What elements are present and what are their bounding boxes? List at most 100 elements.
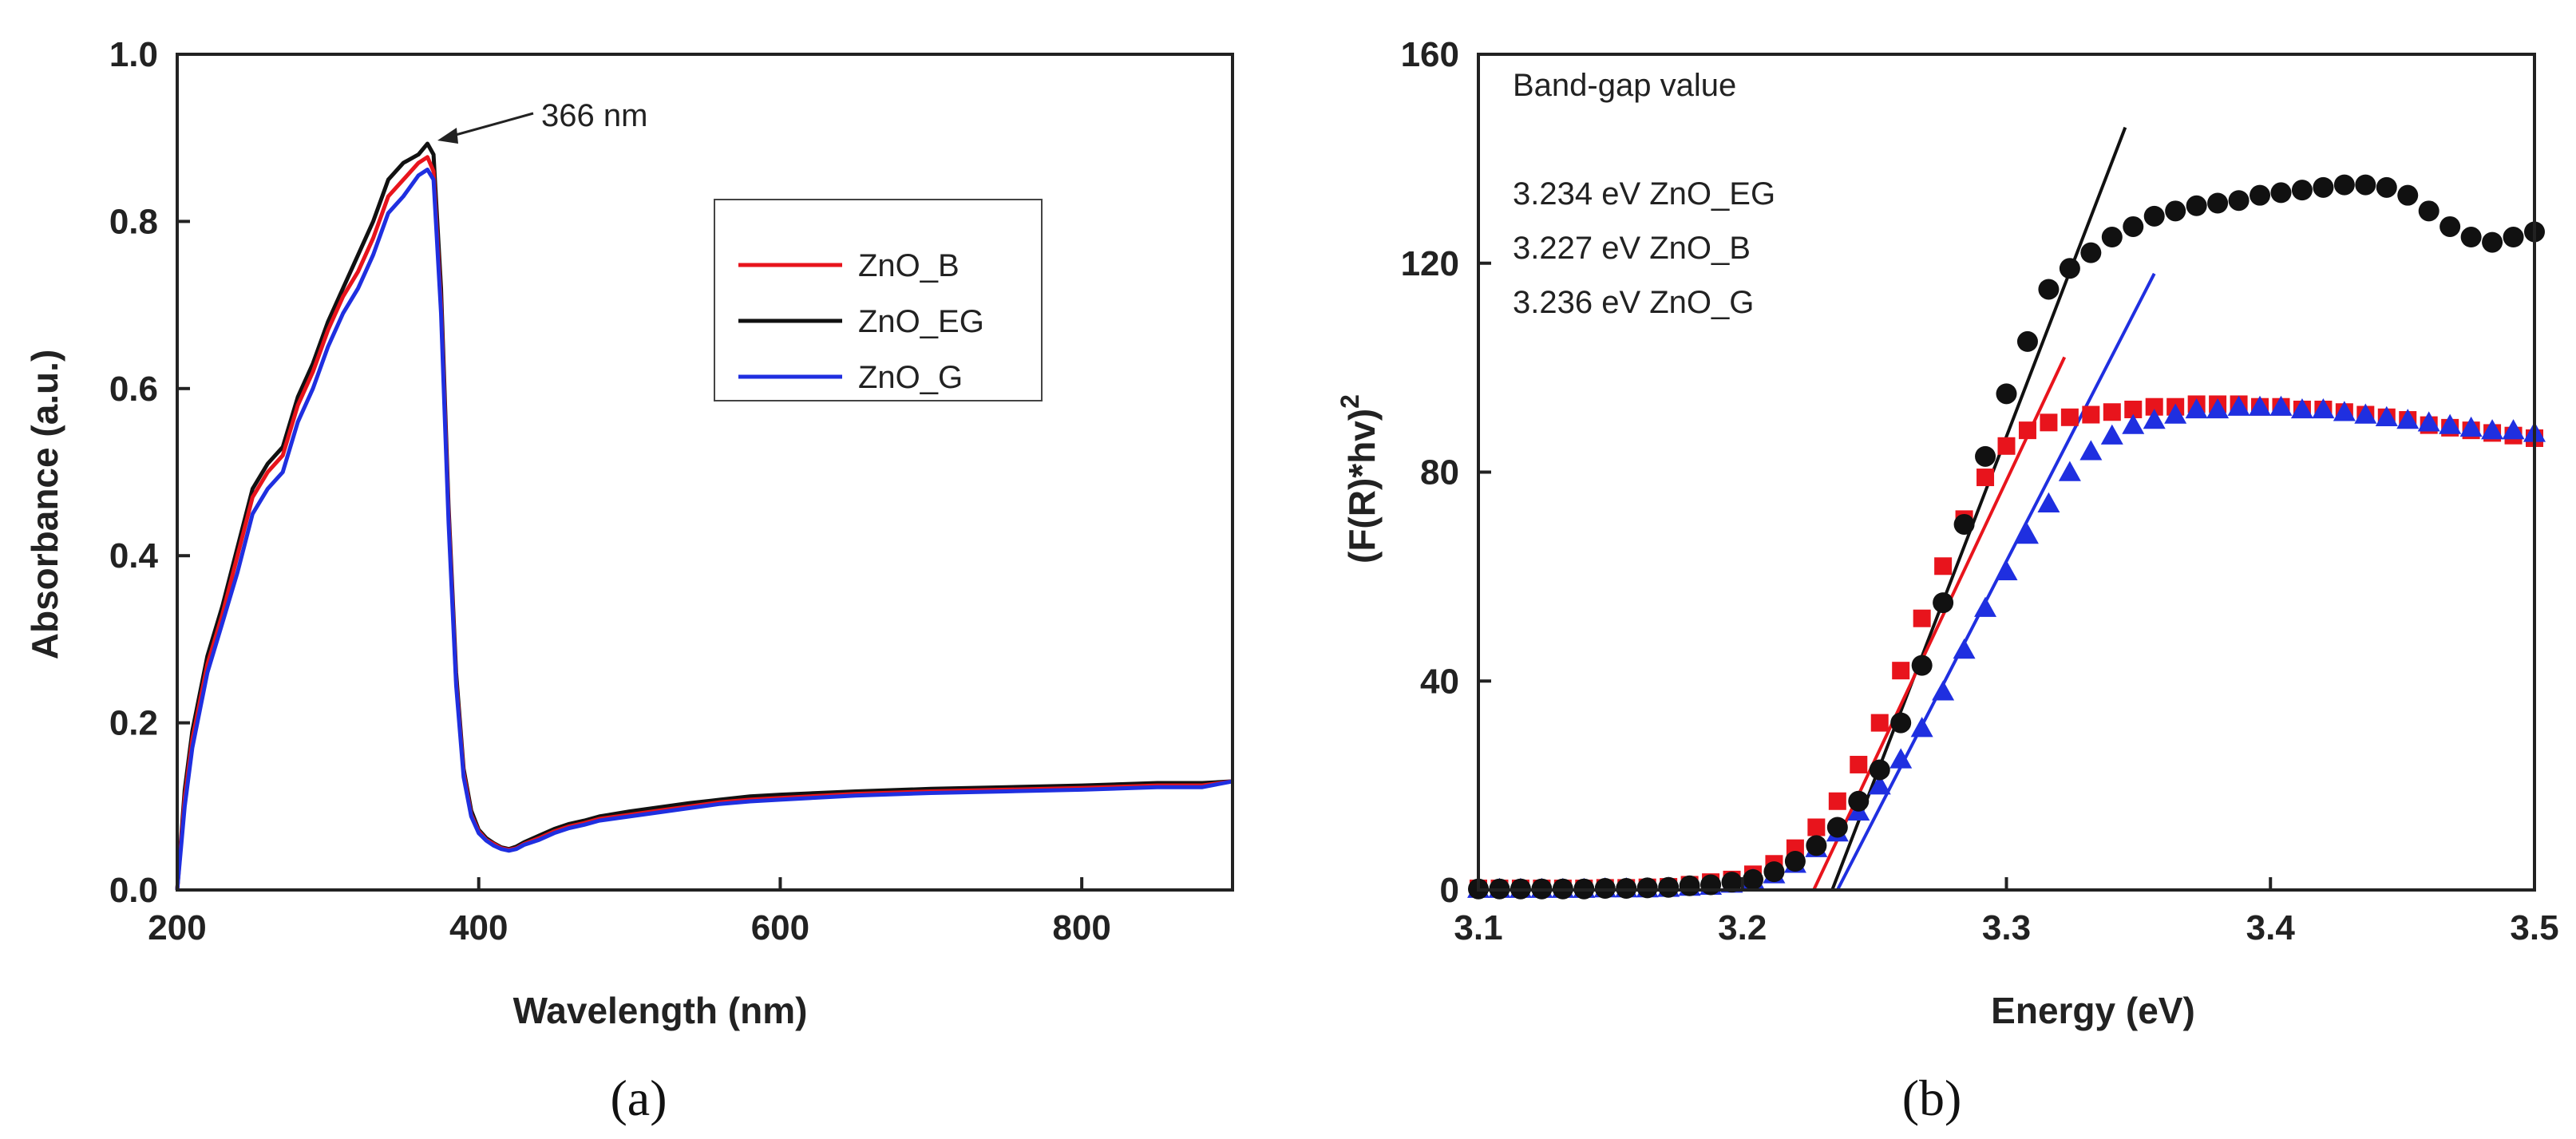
b-x-tick-label: 3.5 [2510, 908, 2558, 947]
data-point-zno-eg [2397, 184, 2419, 206]
data-point-zno-g [2206, 397, 2230, 419]
data-point-zno-eg [1933, 592, 1954, 614]
panel-a-x-axis-label: Wavelength (nm) [513, 990, 808, 1031]
panel-b-x-axis-label: Energy (eV) [1991, 990, 2195, 1031]
panel-b-label: (b) [1902, 1070, 1962, 1126]
band-gap-title: Band-gap value [1513, 68, 1736, 103]
data-point-zno-b [2124, 400, 2143, 418]
series-markers-zno-b [1470, 395, 2543, 898]
data-point-zno-g [2269, 395, 2293, 416]
data-point-zno-eg [1826, 817, 1848, 838]
panel-b-ticks: 3.1 3.2 3.3 3.4 3.5 0 40 80 120 160 [1401, 35, 2559, 947]
data-point-zno-g [2502, 419, 2525, 440]
fit-line-zno-g [1836, 272, 2156, 891]
data-point-zno-eg [2016, 330, 2038, 352]
a-y-tick-label: 0.8 [109, 202, 158, 241]
data-point-zno-eg [1679, 875, 1700, 896]
data-point-zno-b [1807, 818, 1826, 836]
data-point-zno-eg [2291, 180, 2313, 201]
a-y-tick-label: 0.6 [109, 370, 158, 409]
peak-annotation-arrowhead [437, 128, 458, 144]
panel-a-legend-box [714, 199, 1043, 401]
data-point-zno-g [2375, 405, 2398, 426]
data-point-zno-b [1870, 714, 1889, 732]
data-point-zno-b [2060, 408, 2079, 426]
data-point-zno-eg [1784, 851, 1806, 872]
a-x-tick-label: 200 [148, 908, 206, 947]
data-point-zno-g [2227, 395, 2250, 416]
data-point-zno-g [2164, 403, 2187, 424]
data-point-zno-eg [1953, 513, 1975, 535]
data-point-zno-b [2145, 397, 2163, 416]
data-point-zno-eg [1763, 861, 1785, 883]
peak-annotation: 366 nm [437, 98, 647, 144]
panel-a-ticks: 200 400 600 800 0.0 0.2 0.4 0.6 0.8 1.0 [109, 35, 1111, 947]
data-point-zno-g [2079, 440, 2103, 461]
data-point-zno-g [2439, 413, 2462, 434]
a-x-tick-label: 400 [449, 908, 508, 947]
data-point-zno-g [1953, 638, 1976, 659]
data-point-zno-g [2396, 409, 2420, 429]
data-point-zno-g [2037, 492, 2060, 512]
data-point-zno-eg [2165, 200, 2186, 222]
a-x-tick-label: 600 [751, 908, 809, 947]
band-gap-label-zno-eg: 3.234 eV ZnO_EG [1513, 176, 1775, 212]
data-point-zno-g [2100, 424, 2123, 445]
data-point-zno-b [1850, 755, 1868, 773]
data-point-zno-eg [2333, 174, 2355, 196]
data-point-zno-eg [2355, 174, 2376, 196]
panel-a-label: (a) [610, 1070, 667, 1126]
data-point-zno-g [2354, 403, 2377, 424]
data-point-zno-eg [1869, 759, 1890, 781]
a-y-tick-label: 0.0 [109, 871, 158, 910]
data-point-zno-g [1889, 748, 1913, 769]
data-point-zno-eg [1700, 874, 1722, 896]
data-point-zno-g [2459, 416, 2483, 437]
data-point-zno-b [1828, 792, 1846, 810]
panel-b-y-axis-label-superscript: 2 [1335, 394, 1364, 409]
data-point-zno-eg [1806, 835, 1827, 856]
data-point-zno-eg [2460, 227, 2482, 248]
data-point-zno-g [2290, 397, 2313, 419]
legend-label-zno-eg: ZnO_EG [858, 304, 984, 339]
b-y-tick-label: 40 [1420, 662, 1459, 701]
data-point-zno-g [2481, 419, 2504, 440]
data-point-zno-eg [2038, 279, 2060, 300]
data-point-zno-eg [2207, 192, 2229, 214]
panel-b-y-axis-label: (F(R)*hv)2 [1335, 394, 1383, 564]
data-point-zno-b [1934, 557, 1953, 575]
panel-b-series-group [1467, 126, 2546, 900]
data-point-zno-g [1868, 774, 1891, 795]
data-point-zno-g [2185, 397, 2208, 419]
data-point-zno-eg [2250, 184, 2271, 206]
data-point-zno-eg [2376, 176, 2397, 198]
data-point-zno-eg [2080, 242, 2102, 263]
data-point-zno-eg [2228, 190, 2250, 212]
b-x-tick-label: 3.2 [1718, 908, 1767, 947]
a-y-tick-label: 1.0 [109, 35, 158, 74]
data-point-zno-b [2103, 403, 2121, 421]
data-point-zno-g [2143, 409, 2166, 429]
band-gap-label-zno-b: 3.227 eV ZnO_B [1513, 231, 1751, 266]
data-point-zno-eg [2186, 195, 2207, 216]
data-point-zno-g [2333, 401, 2356, 421]
peak-annotation-label: 366 nm [541, 98, 647, 133]
band-gap-label-zno-g: 3.236 eV ZnO_G [1513, 285, 1754, 320]
a-y-tick-label: 0.2 [109, 704, 158, 743]
legend-label-zno-g: ZnO_G [858, 360, 963, 395]
data-point-zno-eg [1911, 655, 1933, 676]
data-point-zno-eg [2123, 216, 2144, 237]
series-markers-zno-g [1467, 395, 2546, 898]
data-point-zno-b [1913, 609, 1931, 627]
data-point-zno-b [1997, 437, 2016, 455]
data-point-zno-eg [2482, 231, 2503, 253]
panel-a-plot-frame [176, 53, 1234, 892]
data-point-zno-eg [2270, 182, 2292, 204]
series-markers-zno-eg [1468, 174, 2545, 900]
panel-b-chart: 3.1 3.2 3.3 3.4 3.5 0 40 80 120 160 Energy (eV) (… [1335, 35, 2559, 1126]
data-point-zno-b [2082, 405, 2100, 424]
data-point-zno-eg [1721, 872, 1743, 893]
data-point-zno-eg [2059, 258, 2080, 279]
data-point-zno-eg [2101, 227, 2123, 248]
